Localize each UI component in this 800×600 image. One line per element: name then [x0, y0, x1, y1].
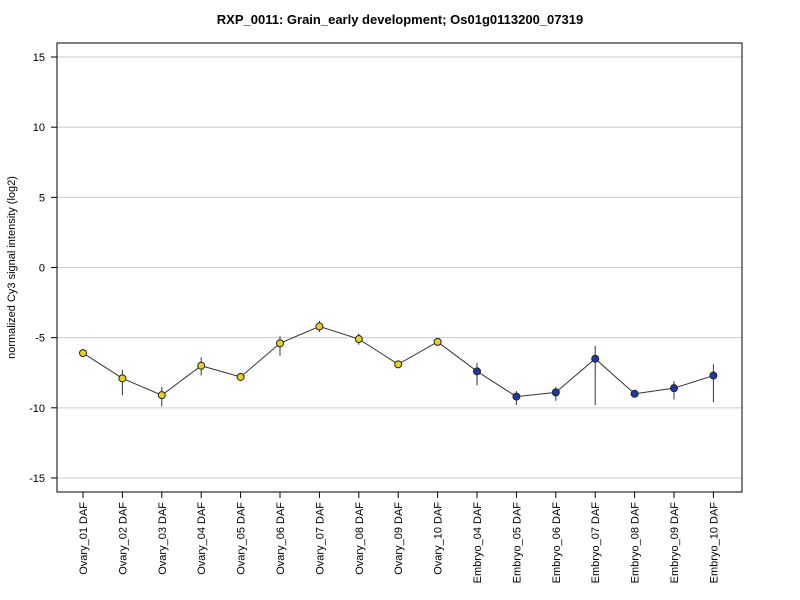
data-point [551, 388, 560, 397]
x-tick-label: Embryo_07 DAF [590, 502, 602, 584]
x-tick-label: Ovary_02 DAF [117, 502, 129, 575]
data-point [394, 360, 403, 369]
data-point [315, 322, 324, 331]
x-tick-label: Embryo_05 DAF [511, 502, 523, 584]
x-tick-label: Embryo_10 DAF [708, 502, 720, 584]
x-tick-label: Embryo_09 DAF [669, 502, 681, 584]
data-point [157, 391, 166, 400]
grid-lines [57, 56, 742, 479]
x-tick-label: Ovary_05 DAF [236, 502, 248, 575]
data-points [79, 322, 718, 401]
tick-labels: 15 10 5 0 -5 -10 -15 Ovary_01 DAF Ovary_02 DAF Ov… [29, 52, 720, 583]
x-tick-label: Ovary_07 DAF [314, 502, 326, 575]
x-tick-label: Ovary_09 DAF [393, 502, 405, 575]
x-tick-label: Embryo_08 DAF [630, 502, 642, 584]
y-tick-label: 10 [33, 122, 45, 134]
y-tick-label: 15 [33, 52, 45, 64]
y-tick-label: 0 [39, 263, 45, 275]
data-point [512, 392, 521, 401]
data-point [276, 339, 284, 348]
x-tick-label: Ovary_10 DAF [433, 502, 445, 575]
data-point [591, 354, 600, 363]
x-tick-label: Embryo_04 DAF [472, 502, 484, 584]
x-tick-label: Ovary_01 DAF [78, 502, 90, 575]
data-point [709, 371, 718, 380]
data-point [473, 367, 481, 376]
data-point [670, 384, 678, 393]
x-tick-label: Ovary_06 DAF [275, 502, 287, 575]
y-tick-label: -15 [29, 473, 45, 485]
x-tick-label: Ovary_04 DAF [196, 502, 208, 575]
y-axis-label: normalized Cy3 signal intensity (log2) [6, 176, 18, 359]
x-tick-label: Ovary_08 DAF [354, 502, 366, 575]
data-point [354, 335, 363, 344]
data-point [236, 372, 245, 381]
axis-ticks [51, 56, 714, 498]
y-tick-label: -5 [35, 333, 45, 345]
data-point [79, 349, 87, 358]
data-point [118, 374, 127, 383]
x-tick-label: Embryo_06 DAF [551, 502, 563, 584]
chart-title: RXP_0011: Grain_early development; Os01g… [216, 12, 584, 27]
plot-frame [56, 42, 743, 493]
data-point [197, 361, 206, 370]
y-tick-label: -10 [29, 403, 45, 415]
y-tick-label: 5 [39, 192, 45, 204]
data-point [630, 389, 639, 398]
x-tick-label: Ovary_03 DAF [157, 502, 169, 575]
data-point [433, 337, 442, 346]
